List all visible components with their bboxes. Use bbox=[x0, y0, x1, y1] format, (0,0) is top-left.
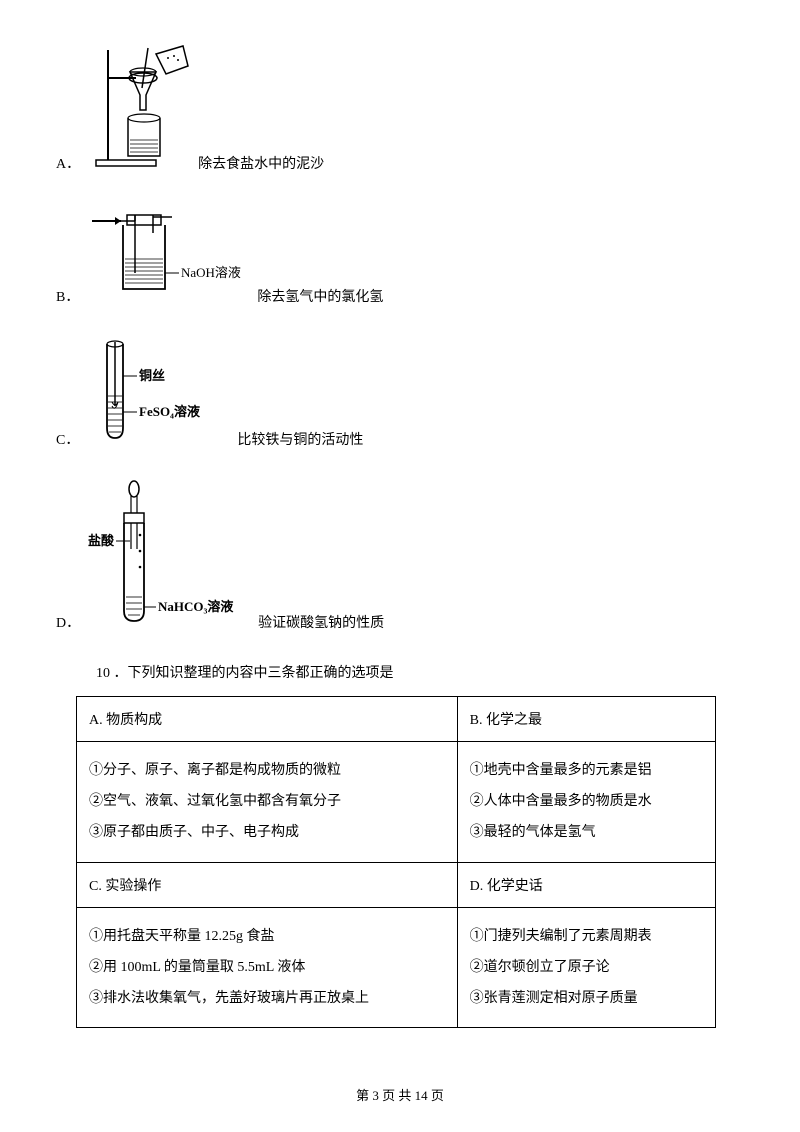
cell-d-title: D. 化学史话 bbox=[457, 862, 715, 907]
knowledge-table: A. 物质构成 B. 化学之最 ①分子、原子、离子都是构成物质的微粒 ②空气、液… bbox=[76, 696, 716, 1028]
cell-line: ③张青莲测定相对原子质量 bbox=[470, 986, 703, 1011]
table-row: ①分子、原子、离子都是构成物质的微粒 ②空气、液氧、过氧化氢中都含有氧分子 ③原… bbox=[77, 742, 716, 863]
cell-line: ②空气、液氧、过氧化氢中都含有氧分子 bbox=[89, 789, 445, 814]
cell-line: ③原子都由质子、中子、电子构成 bbox=[89, 820, 445, 845]
option-c-text: 比较铁与铜的活动性 bbox=[237, 429, 363, 451]
option-a-row: A． bbox=[56, 40, 744, 175]
option-d-text: 验证碳酸氢钠的性质 bbox=[258, 612, 384, 634]
nahco3-label: NaHCO₃溶液 bbox=[158, 599, 233, 614]
table-row: A. 物质构成 B. 化学之最 bbox=[77, 697, 716, 742]
cell-b-title: B. 化学之最 bbox=[457, 697, 715, 742]
test-tube-diagram: 铜丝 FeSO₄溶液 bbox=[87, 336, 237, 451]
cell-line: ①地壳中含量最多的元素是铝 bbox=[470, 758, 703, 783]
feso4-label: FeSO₄溶液 bbox=[139, 404, 200, 419]
option-a-letter: A． bbox=[56, 153, 80, 175]
cell-c-title: C. 实验操作 bbox=[77, 862, 458, 907]
table-row: ①用托盘天平称量 12.25g 食盐 ②用 100mL 的量筒量取 5.5mL … bbox=[77, 907, 716, 1028]
cell-line: ①分子、原子、离子都是构成物质的微粒 bbox=[89, 758, 445, 783]
page-footer: 第 3 页 共 14 页 bbox=[0, 1085, 800, 1104]
cell-line: ③最轻的气体是氢气 bbox=[470, 820, 703, 845]
filtration-diagram bbox=[88, 40, 198, 175]
cell-line: ②人体中含量最多的物质是水 bbox=[470, 789, 703, 814]
cell-d-body: ①门捷列夫编制了元素周期表 ②道尔顿创立了原子论 ③张青莲测定相对原子质量 bbox=[457, 907, 715, 1028]
cell-line: ①用托盘天平称量 12.25g 食盐 bbox=[89, 924, 445, 949]
option-c-letter: C． bbox=[56, 429, 79, 451]
option-b-letter: B． bbox=[56, 286, 79, 308]
option-a-text: 除去食盐水中的泥沙 bbox=[198, 153, 324, 175]
option-c-row: C． 铜丝 FeSO₄溶液 bbox=[56, 336, 744, 451]
option-d-row: D． 盐酸 bbox=[56, 479, 744, 634]
option-b-row: B． bbox=[56, 203, 744, 308]
dropper-tube-diagram: 盐酸 NaHCO₃溶液 bbox=[88, 479, 258, 634]
gas-washing-diagram: NaOH溶液 bbox=[87, 203, 257, 308]
hcl-label: 盐酸 bbox=[88, 533, 115, 548]
question-10: 10 ．下列知识整理的内容中三条都正确的选项是 bbox=[96, 662, 744, 682]
copper-wire-label: 铜丝 bbox=[138, 368, 165, 383]
naoh-label: NaOH溶液 bbox=[181, 265, 241, 280]
cell-line: ③排水法收集氧气，先盖好玻璃片再正放桌上 bbox=[89, 986, 445, 1011]
cell-a-title: A. 物质构成 bbox=[77, 697, 458, 742]
option-d-letter: D． bbox=[56, 612, 80, 634]
cell-line: ①门捷列夫编制了元素周期表 bbox=[470, 924, 703, 949]
cell-line: ②用 100mL 的量筒量取 5.5mL 液体 bbox=[89, 955, 445, 980]
cell-c-body: ①用托盘天平称量 12.25g 食盐 ②用 100mL 的量筒量取 5.5mL … bbox=[77, 907, 458, 1028]
option-b-text: 除去氢气中的氯化氢 bbox=[257, 286, 383, 308]
cell-line: ②道尔顿创立了原子论 bbox=[470, 955, 703, 980]
page-content: A． bbox=[0, 0, 800, 1028]
cell-a-body: ①分子、原子、离子都是构成物质的微粒 ②空气、液氧、过氧化氢中都含有氧分子 ③原… bbox=[77, 742, 458, 863]
table-row: C. 实验操作 D. 化学史话 bbox=[77, 862, 716, 907]
cell-b-body: ①地壳中含量最多的元素是铝 ②人体中含量最多的物质是水 ③最轻的气体是氢气 bbox=[457, 742, 715, 863]
